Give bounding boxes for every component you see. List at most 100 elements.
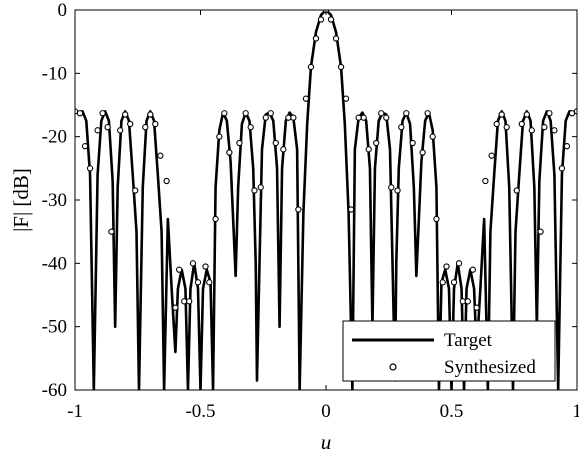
- legend-synthesized-label: Synthesized: [444, 357, 536, 378]
- y-tick-label: -60: [42, 380, 67, 401]
- synthesized-point: [86, 165, 94, 172]
- synthesized-point: [267, 110, 274, 117]
- synthesized-point: [163, 177, 170, 185]
- synthesized-point: [459, 298, 466, 305]
- x-tick-label: -1: [67, 401, 83, 422]
- synthesized-point: [360, 114, 367, 121]
- synthesized-point: [551, 127, 558, 134]
- y-tick-label: -50: [42, 317, 67, 338]
- synthesized-point: [455, 260, 463, 267]
- synthesized-point: [251, 187, 258, 194]
- y-tick-label: -40: [42, 253, 67, 274]
- synthesized-point: [464, 298, 471, 305]
- synthesized-point: [388, 184, 395, 191]
- synthesized-point: [202, 263, 209, 270]
- x-axis-label: u: [321, 430, 332, 454]
- synthesized-point: [403, 110, 410, 117]
- synthesized-point: [285, 114, 292, 121]
- synthesized-point: [394, 187, 401, 194]
- synthesized-point: [443, 263, 450, 270]
- synthesized-point: [104, 124, 111, 131]
- synthesized-point: [142, 124, 149, 131]
- synthesized-point: [186, 298, 193, 305]
- synthesized-point: [242, 110, 249, 117]
- synthesized-point: [398, 124, 405, 131]
- y-tick-label: -30: [42, 190, 67, 211]
- synthesized-point: [206, 279, 213, 286]
- synthesized-point: [332, 35, 340, 42]
- synthesized-point: [439, 279, 446, 286]
- legend: Target Synthesized: [342, 320, 556, 382]
- synthesized-point: [181, 298, 188, 305]
- synthesized-point: [212, 215, 219, 223]
- synthesized-point: [419, 149, 426, 156]
- synthesized-point: [76, 110, 84, 117]
- x-tick-label: 0.5: [440, 401, 464, 422]
- synthesized-point: [226, 149, 233, 156]
- y-tick-label: 0: [58, 0, 68, 21]
- synthesized-point: [523, 111, 530, 118]
- synthesized-point: [558, 165, 566, 172]
- synthesized-point: [424, 110, 431, 117]
- synthesized-point: [355, 114, 362, 121]
- ticks-layer: -1 -0.5 0 0.5 1 0 -10 -20 -30 -40 -50 -60: [42, 0, 579, 422]
- synthesized-point: [290, 114, 297, 121]
- synthesized-point: [429, 133, 436, 140]
- synthesized-point: [262, 114, 269, 121]
- synthesized-point: [347, 206, 355, 213]
- synthesized-point: [236, 139, 243, 147]
- synthesized-point: [216, 133, 223, 140]
- synthesized-point: [493, 120, 500, 128]
- synthesized-point: [280, 146, 287, 153]
- synthesized-point: [473, 304, 480, 311]
- synthesized-point: [108, 228, 115, 235]
- synthesized-point: [573, 108, 577, 115]
- synthesized-point: [498, 111, 505, 118]
- synthesized-point: [194, 279, 202, 286]
- y-axis-label: |F| [dB]: [9, 168, 33, 232]
- synthesized-point: [546, 110, 553, 117]
- synthesized-point: [378, 110, 385, 117]
- synthesized-point: [513, 187, 520, 194]
- synthesized-point: [307, 63, 315, 71]
- synthesized-point: [342, 95, 350, 102]
- synthesized-point: [433, 215, 440, 223]
- legend-target-label: Target: [444, 330, 493, 351]
- synthesized-point: [176, 266, 183, 273]
- synthesized-point: [172, 304, 179, 311]
- synthesized-point: [450, 279, 458, 286]
- synthesized-point: [247, 124, 254, 131]
- synthesized-point: [295, 206, 302, 213]
- synthesized-point: [518, 120, 525, 128]
- x-tick-label: 0: [321, 401, 331, 422]
- synthesized-point: [302, 95, 310, 102]
- synthesized-point: [257, 184, 264, 191]
- synthesized-point: [568, 110, 576, 117]
- x-tick-label: -0.5: [185, 401, 215, 422]
- synthesized-point: [127, 120, 134, 128]
- synthesized-point: [563, 143, 571, 150]
- legend-box: [342, 320, 556, 382]
- synthesized-point: [152, 120, 159, 128]
- synthesized-point: [337, 63, 345, 71]
- synthesized-point: [537, 228, 544, 235]
- synthesized-point: [503, 124, 510, 131]
- synthesized-point: [81, 143, 89, 150]
- synthesized-point: [482, 177, 489, 185]
- synthesized-point: [365, 146, 372, 153]
- synthesized-point: [117, 127, 124, 134]
- synthesized-point: [132, 187, 139, 194]
- synthesized-point: [528, 127, 535, 134]
- synthesized-point: [147, 111, 154, 118]
- synthesized-point: [272, 139, 279, 147]
- synthesized-point: [373, 139, 380, 147]
- x-tick-label: 1: [572, 401, 579, 422]
- synthesized-point: [469, 266, 476, 273]
- synthesized-point: [99, 110, 106, 117]
- synthesized-point: [383, 114, 390, 121]
- synthesized-point: [488, 152, 495, 159]
- synthesized-point: [221, 110, 228, 117]
- legend-synthesized-marker: [389, 363, 397, 371]
